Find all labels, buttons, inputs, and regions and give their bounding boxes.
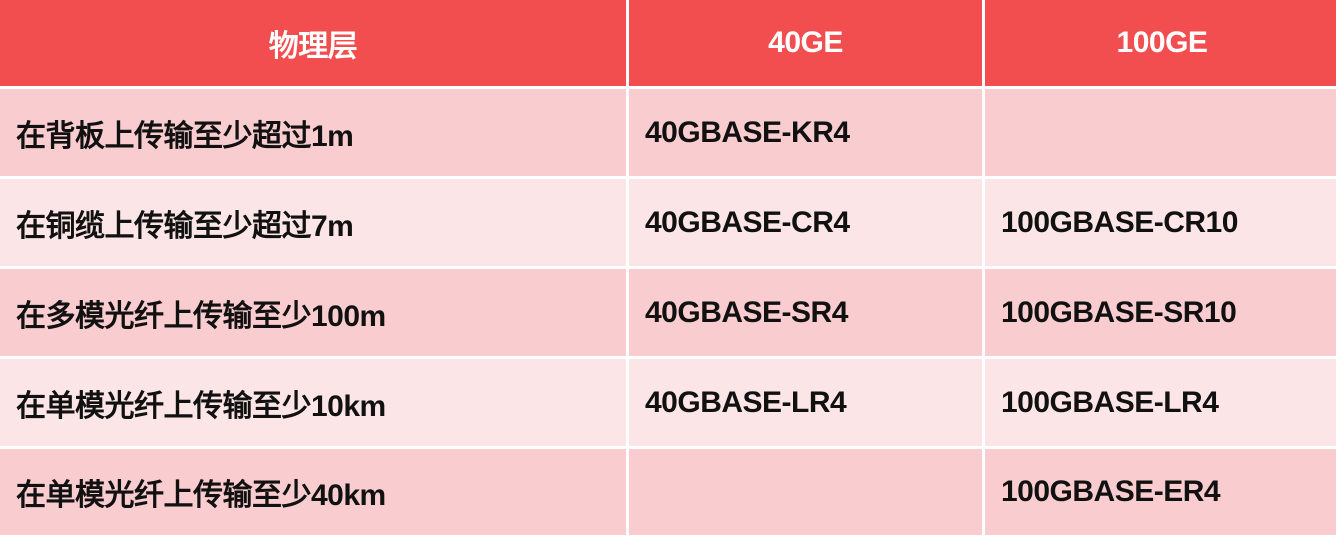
table-cell: 100GBASE-CR10	[985, 179, 1336, 266]
header-cell: 100GE	[985, 0, 1336, 86]
table-cell: 在单模光纤上传输至少40km	[0, 449, 626, 535]
table-cell: 在多模光纤上传输至少100m	[0, 269, 626, 356]
table-cell	[985, 89, 1336, 176]
table-cell: 在铜缆上传输至少超过7m	[0, 179, 626, 266]
table-cell: 100GBASE-LR4	[985, 359, 1336, 446]
table-cell: 40GBASE-LR4	[629, 359, 982, 446]
table-cell: 40GBASE-SR4	[629, 269, 982, 356]
table-cell: 在单模光纤上传输至少10km	[0, 359, 626, 446]
table-cell: 40GBASE-KR4	[629, 89, 982, 176]
table-cell: 40GBASE-CR4	[629, 179, 982, 266]
header-cell: 物理层	[0, 0, 626, 86]
table-cell: 在背板上传输至少超过1m	[0, 89, 626, 176]
header-cell: 40GE	[629, 0, 982, 86]
table-cell: 100GBASE-ER4	[985, 449, 1336, 535]
table-cell: 100GBASE-SR10	[985, 269, 1336, 356]
table-cell	[629, 449, 982, 535]
